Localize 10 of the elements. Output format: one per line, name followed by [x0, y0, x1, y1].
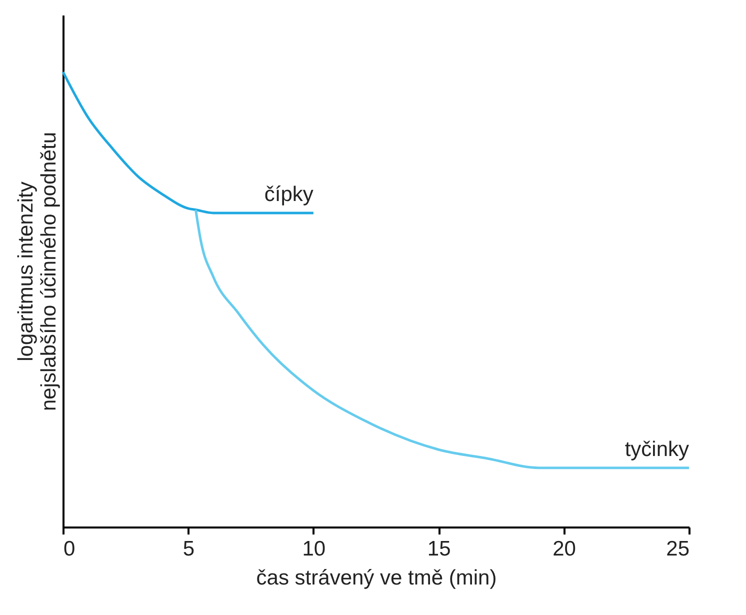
series-label: čípky [264, 182, 314, 206]
x-tick-label: 0 [64, 538, 76, 560]
x-tick-label: 25 [666, 538, 690, 560]
y-axis-title: logaritmus intenzity nejslabšího účinného podnětu [14, 132, 60, 412]
x-tick-label: 10 [302, 538, 326, 560]
x-tick-label: 5 [182, 538, 195, 560]
x-tick-label: 20 [552, 538, 576, 560]
x-axis-title: čas strávený ve tmě (min) [256, 566, 497, 590]
series-label: tyčinky [624, 438, 690, 461]
x-tick-label: 15 [427, 538, 451, 560]
